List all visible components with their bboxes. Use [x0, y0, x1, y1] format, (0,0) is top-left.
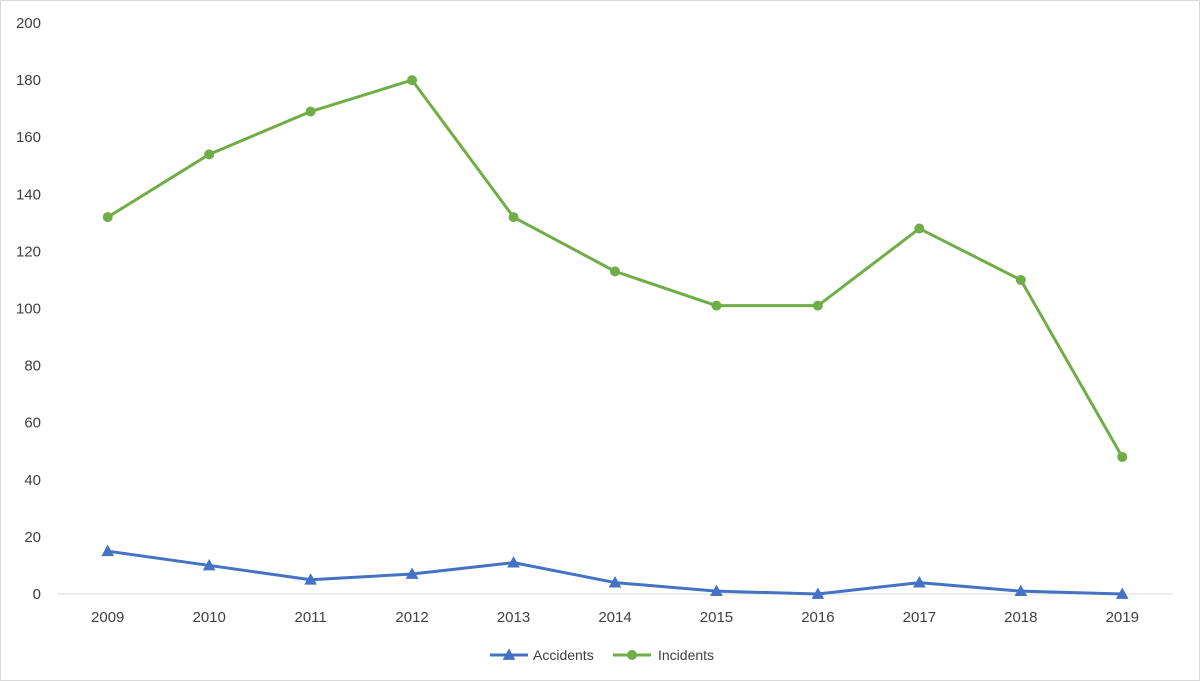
- data-point-incidents: [102, 212, 113, 223]
- data-point-incidents: [610, 266, 620, 277]
- data-point-accidents: [304, 573, 317, 585]
- x-tick-label: 2009: [91, 609, 124, 626]
- legend-marker-incidents: [627, 650, 637, 660]
- data-point-accidents: [1115, 587, 1129, 599]
- data-point-accidents: [405, 567, 419, 579]
- data-point-incidents: [812, 300, 823, 311]
- x-tick-label: 2016: [801, 609, 834, 626]
- data-point-incidents: [305, 106, 316, 117]
- x-tick-label: 2010: [192, 609, 225, 626]
- data-point-accidents: [608, 576, 622, 588]
- x-tick-label: 2017: [903, 609, 936, 626]
- x-tick-label: 2014: [598, 609, 631, 626]
- data-point-incidents: [1117, 451, 1128, 462]
- data-point-accidents: [101, 544, 115, 557]
- y-tick-label: 160: [16, 129, 41, 146]
- x-tick-label: 2015: [700, 609, 733, 626]
- data-point-incidents: [407, 75, 418, 86]
- series-layer: [101, 75, 1129, 599]
- x-tick-label: 2019: [1106, 609, 1139, 626]
- y-tick-label: 100: [16, 301, 41, 318]
- legend-item-incidents: Incidents: [613, 647, 714, 663]
- data-point-accidents: [1014, 584, 1028, 597]
- data-point-accidents: [507, 556, 520, 568]
- x-axis-tick-labels: 2009 2010 2011 2012 2013 2014 2015 2016 2017 2018…: [91, 609, 1139, 626]
- legend-marker-accidents: [502, 648, 516, 660]
- data-point-accidents: [811, 587, 825, 599]
- data-point-accidents: [913, 576, 926, 588]
- y-tick-label: 80: [24, 358, 41, 375]
- data-point-incidents: [1015, 274, 1026, 285]
- y-tick-label: 0: [33, 586, 41, 603]
- legend-label-accidents: Accidents: [533, 647, 594, 663]
- y-tick-label: 20: [24, 529, 41, 546]
- series-accidents: [101, 544, 1129, 599]
- y-tick-label: 120: [16, 243, 41, 260]
- data-point-incidents: [508, 212, 519, 223]
- y-axis-tick-labels: 0 20 40 60 80 100 120 140 160 180 200: [16, 15, 41, 603]
- series-incidents: [102, 75, 1128, 462]
- data-point-accidents: [710, 584, 723, 597]
- y-tick-label: 180: [16, 72, 41, 89]
- y-tick-label: 40: [24, 472, 41, 489]
- x-tick-label: 2013: [497, 609, 530, 626]
- legend-item-accidents: Accidents: [490, 647, 594, 663]
- data-point-incidents: [914, 223, 925, 234]
- legend: Accidents Incidents: [490, 647, 714, 663]
- y-tick-label: 60: [24, 415, 41, 432]
- legend-label-incidents: Incidents: [658, 647, 714, 663]
- x-tick-label: 2018: [1004, 609, 1037, 626]
- data-point-incidents: [204, 149, 215, 160]
- series-line-accidents: [106, 549, 1124, 596]
- x-tick-label: 2011: [295, 609, 327, 626]
- y-tick-label: 200: [16, 15, 41, 32]
- data-point-incidents: [711, 300, 722, 311]
- y-tick-label: 140: [16, 186, 41, 203]
- data-point-accidents: [202, 558, 216, 571]
- x-tick-label: 2012: [395, 609, 428, 626]
